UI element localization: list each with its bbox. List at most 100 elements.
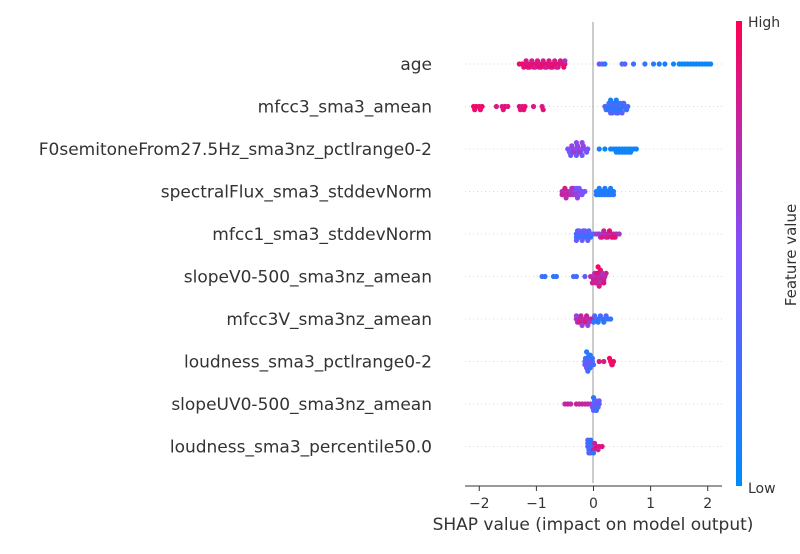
feature-label: F0semitoneFrom27.5Hz_sma3nz_pctlrange0-2 (39, 140, 432, 160)
shap-point (530, 103, 537, 110)
shap-point (592, 440, 598, 446)
shap-point (540, 107, 546, 113)
shap-point (536, 64, 542, 70)
shap-point (596, 185, 602, 191)
shap-point (656, 61, 662, 67)
shap-point (603, 313, 609, 319)
feature-label: slopeV0-500_sma3nz_amean (184, 268, 432, 288)
shap-point (573, 140, 580, 146)
feature-labels: age mfcc3_sma3_amean F0semitoneFrom27.5Hz_… (39, 55, 432, 458)
shap-point (569, 185, 575, 191)
feature-label: loudness_sma3_pctlrange0-2 (184, 353, 432, 373)
shap-point (500, 107, 506, 113)
shap-point (574, 195, 581, 201)
shap-point (588, 273, 594, 280)
shap-point (579, 322, 585, 328)
shap-point (605, 234, 611, 240)
shap-point (582, 273, 588, 280)
shap-point (585, 237, 591, 243)
shap-point (582, 228, 588, 234)
shap-point (521, 107, 527, 113)
shap-point (601, 280, 607, 286)
shap-point (621, 100, 627, 106)
shap-point (642, 61, 648, 67)
x-ticks: −2 −1 0 1 2 (469, 486, 712, 512)
shap-point (530, 64, 537, 70)
shap-point (548, 64, 554, 70)
shap-point (608, 185, 614, 191)
shap-point (593, 407, 600, 413)
shap-point (521, 64, 527, 70)
shap-point (696, 61, 702, 67)
feature-label: age (400, 55, 432, 75)
shap-point (578, 313, 584, 319)
shap-point (573, 313, 580, 319)
feature-label: mfcc3_sma3_amean (258, 98, 432, 118)
shap-point (615, 110, 621, 116)
shap-point (542, 273, 548, 280)
shap-point (596, 358, 602, 365)
shap-point (670, 61, 677, 67)
shap-point (505, 103, 511, 110)
shap-point (650, 61, 657, 67)
shap-point (568, 401, 574, 407)
shap-point (529, 58, 535, 64)
shap-point (600, 270, 606, 276)
colorbar-low-label: Low (748, 481, 776, 497)
shap-point (590, 450, 597, 456)
shap-point (610, 234, 617, 240)
shap-point (553, 273, 560, 280)
shap-point (563, 195, 569, 201)
shap-point (576, 149, 582, 155)
shap-point (534, 58, 541, 64)
shap-point (553, 64, 560, 70)
shap-point (599, 443, 605, 450)
shap-point (623, 107, 629, 113)
x-tick-label: −2 (469, 496, 490, 512)
shap-point (595, 447, 601, 453)
shap-point (584, 349, 590, 355)
shap-point (609, 362, 615, 368)
shap-point (525, 64, 531, 70)
shap-point (546, 58, 552, 64)
colorbar-title: Feature value (782, 204, 800, 306)
shap-point (540, 58, 546, 64)
shap-point (596, 283, 602, 289)
shap-point (573, 273, 580, 280)
shap-point (559, 192, 565, 198)
shap-point (579, 237, 585, 243)
shap-points (471, 58, 714, 456)
shap-point (606, 228, 613, 234)
shap-point (590, 362, 597, 368)
shap-point (472, 107, 478, 113)
shap-point (597, 313, 604, 319)
shap-point (599, 234, 605, 240)
shap-point (586, 228, 592, 234)
shap-point (552, 58, 558, 64)
shap-point (562, 58, 568, 64)
shap-point (613, 97, 619, 103)
shap-point (516, 61, 522, 67)
shap-point (595, 319, 601, 325)
shap-point (596, 146, 602, 152)
x-tick-label: 1 (646, 496, 655, 512)
x-axis-label: SHAP value (impact on model output) (433, 515, 754, 535)
shap-point (573, 237, 580, 243)
shap-point (569, 143, 575, 149)
shap-point (576, 228, 582, 234)
feature-label: mfcc1_sma3_stddevNorm (212, 225, 432, 245)
shap-point (562, 185, 568, 191)
shap-point (619, 110, 625, 116)
x-tick-label: 2 (703, 496, 712, 512)
colorbar-high-label: High (748, 15, 780, 31)
colorbar (736, 21, 742, 486)
shap-point (579, 192, 585, 198)
feature-label: slopeUV0-500_sma3nz_amean (171, 395, 432, 415)
shap-point (477, 107, 483, 113)
shap-point (594, 270, 600, 276)
shap-point (584, 149, 590, 155)
shap-point (588, 437, 594, 443)
shap-point (685, 61, 691, 67)
